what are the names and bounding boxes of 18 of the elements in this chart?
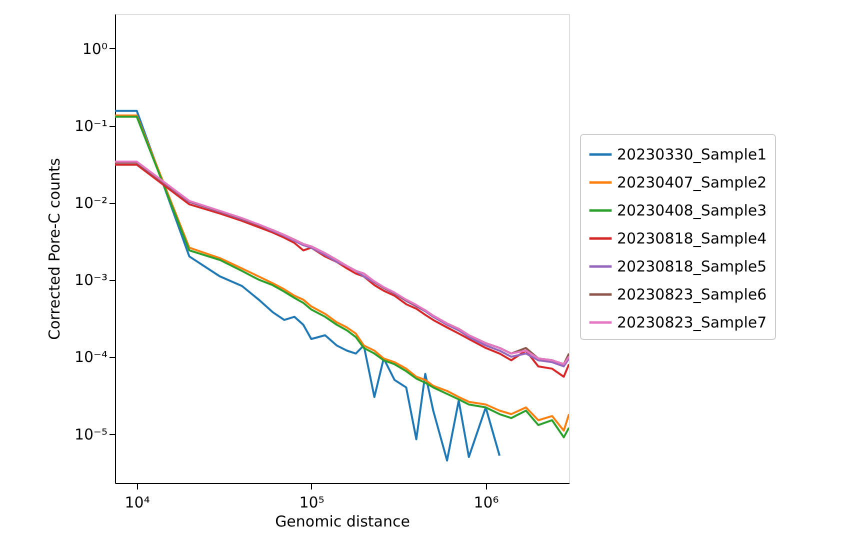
x-tick-label: 10⁵ (299, 494, 324, 512)
y-tick-label: 10⁻⁵ (74, 425, 108, 444)
y-tick-label: 10⁻² (74, 194, 108, 212)
x-axis-title: Genomic distance (275, 512, 410, 530)
legend-label: 20230818_Sample5 (617, 258, 767, 276)
x-tick-label: 10⁶ (474, 494, 499, 512)
legend-label: 20230407_Sample2 (617, 174, 767, 192)
y-tick-label: 10⁻⁴ (74, 348, 108, 366)
y-tick-label: 10⁻³ (74, 271, 108, 290)
legend-label: 20230408_Sample3 (617, 202, 767, 220)
y-axis-title: Corrected Pore-C counts (45, 158, 64, 340)
legend-label: 20230818_Sample4 (617, 230, 767, 248)
legend-label: 20230330_Sample1 (617, 146, 767, 164)
x-tick-label: 10⁴ (124, 494, 150, 512)
y-tick-label: 10⁻¹ (74, 117, 108, 136)
y-tick-label: 10⁰ (82, 40, 108, 58)
legend-label: 20230823_Sample7 (617, 314, 767, 332)
legend-label: 20230823_Sample6 (617, 286, 767, 304)
